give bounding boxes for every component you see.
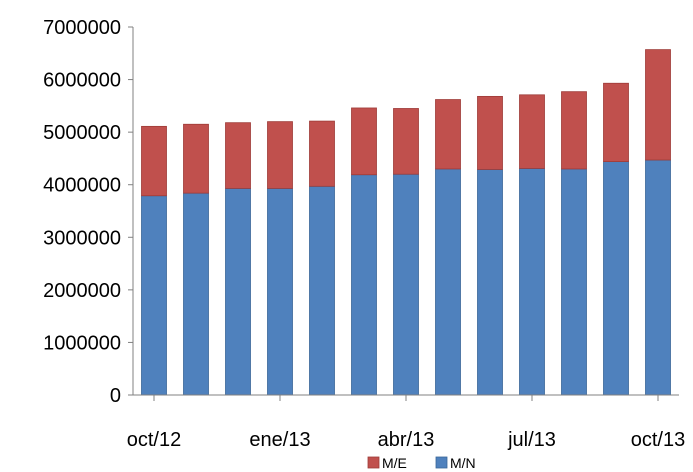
x-tick-label: ene/13 bbox=[249, 429, 310, 451]
bar-m-e-dic-12 bbox=[225, 122, 251, 189]
y-tick-label: 0 bbox=[110, 385, 121, 407]
bar-m-e-mar-13 bbox=[351, 107, 377, 176]
y-tick-label: 6000000 bbox=[43, 70, 121, 92]
bar-m-e-oct-12 bbox=[141, 125, 167, 197]
bar-m-e-may-13 bbox=[435, 99, 461, 170]
legend-label-m-n: M/N bbox=[450, 455, 476, 471]
bar-m-e-sep-13 bbox=[603, 82, 629, 162]
y-tick-label: 7000000 bbox=[43, 17, 121, 39]
legend: M/E M/N bbox=[367, 455, 476, 471]
bar-m-n-nov-12 bbox=[183, 192, 209, 396]
x-axis-ticks: oct/12 ene/13 abr/13 jul/13 oct/13 bbox=[127, 395, 685, 451]
legend-swatch-m-n bbox=[435, 456, 448, 469]
x-tick-label: oct/12 bbox=[127, 429, 181, 451]
bars-layer bbox=[141, 49, 671, 396]
bar-m-e-jul-13 bbox=[519, 94, 545, 169]
bar-m-n-oct-13 bbox=[645, 159, 671, 396]
bar-m-n-mar-13 bbox=[351, 174, 377, 396]
bar-m-n-abr-13 bbox=[393, 173, 419, 396]
y-tick-label: 2000000 bbox=[43, 280, 121, 302]
bar-m-e-ago-13 bbox=[561, 91, 587, 170]
bar-m-n-ago-13 bbox=[561, 168, 587, 396]
bar-m-n-sep-13 bbox=[603, 161, 629, 396]
bar-m-n-may-13 bbox=[435, 168, 461, 396]
bar-m-e-nov-12 bbox=[183, 123, 209, 194]
bar-m-e-oct-13 bbox=[645, 49, 671, 161]
bar-m-n-jul-13 bbox=[519, 168, 545, 396]
bar-m-e-ene-13 bbox=[267, 121, 293, 189]
bar-m-e-abr-13 bbox=[393, 108, 419, 175]
bar-m-e-feb-13 bbox=[309, 120, 335, 187]
bar-m-n-dic-12 bbox=[225, 187, 251, 396]
bar-m-n-oct-12 bbox=[141, 195, 167, 396]
x-tick-label: jul/13 bbox=[507, 429, 556, 451]
legend-swatch-m-e bbox=[367, 456, 380, 469]
bar-m-e-jun-13 bbox=[477, 95, 503, 170]
y-tick-label: 5000000 bbox=[43, 122, 121, 144]
y-axis-ticks: 0 1000000 2000000 3000000 4000000 5000000 6000… bbox=[43, 17, 133, 407]
bar-m-n-jun-13 bbox=[477, 169, 503, 396]
x-tick-label: oct/13 bbox=[631, 429, 685, 451]
legend-label-m-e: M/E bbox=[382, 455, 407, 471]
x-tick-label: abr/13 bbox=[378, 429, 435, 451]
bar-m-n-feb-13 bbox=[309, 185, 335, 396]
y-tick-label: 3000000 bbox=[43, 227, 121, 249]
y-tick-label: 1000000 bbox=[43, 332, 121, 354]
y-tick-label: 4000000 bbox=[43, 175, 121, 197]
bar-m-n-ene-13 bbox=[267, 187, 293, 396]
